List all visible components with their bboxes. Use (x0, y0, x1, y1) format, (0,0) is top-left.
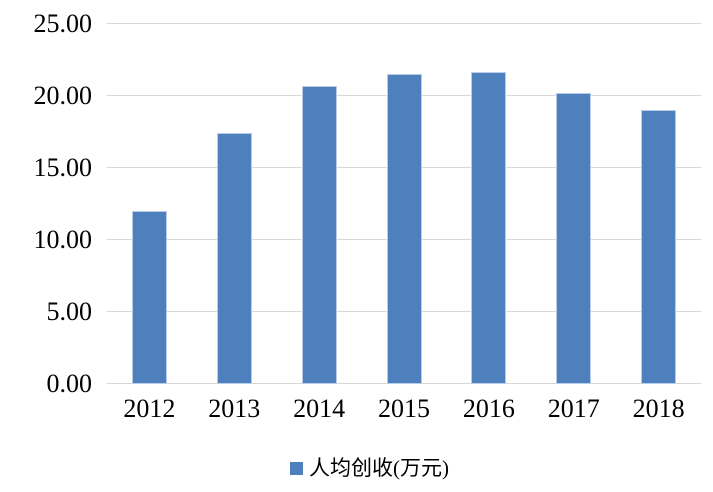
bar-2012 (131, 211, 167, 384)
y-tick-label: 20.00 (33, 81, 93, 110)
plot-area (107, 23, 701, 384)
y-tick-label: 10.00 (33, 225, 93, 254)
y-tick-label: 15.00 (33, 153, 93, 182)
y-tick-label: 5.00 (46, 297, 93, 326)
bar-2013 (216, 133, 252, 384)
bars-group (107, 24, 701, 384)
x-tick-label-2014: 2014 (293, 394, 346, 423)
y-tick-label: 0.00 (46, 369, 93, 398)
gridline (107, 23, 701, 24)
x-tick-label-2013: 2013 (208, 394, 261, 423)
x-tick-label-2016: 2016 (462, 394, 515, 423)
bar-2018 (641, 110, 677, 384)
x-tick-label-2018: 2018 (632, 394, 685, 423)
x-tick-label-2012: 2012 (123, 394, 176, 423)
y-tick-label: 25.00 (33, 9, 93, 38)
legend-label: 人均创收(万元) (309, 456, 449, 480)
bar-2014 (301, 85, 337, 384)
x-tick-label-2017: 2017 (547, 394, 600, 423)
legend: 人均创收(万元) (0, 453, 713, 483)
x-tick-label-2015: 2015 (377, 394, 430, 423)
bar-2017 (556, 93, 592, 384)
bar-2016 (471, 71, 507, 384)
bar-2015 (386, 74, 422, 384)
legend-swatch-icon (290, 461, 303, 475)
